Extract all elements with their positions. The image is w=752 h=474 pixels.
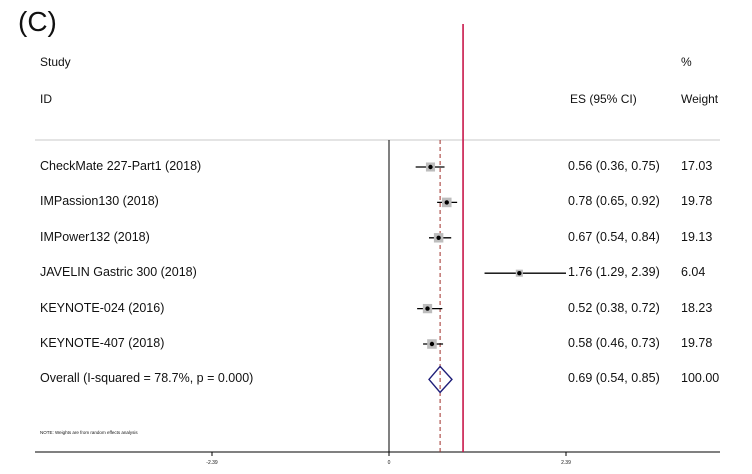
overall-weight: 100.00: [681, 371, 720, 386]
study-es-text: 0.78 (0.65, 0.92): [568, 194, 660, 209]
study-es-text: 0.67 (0.54, 0.84): [568, 229, 660, 244]
point-estimate: [429, 341, 435, 347]
overall-es-text: 0.69 (0.54, 0.85): [568, 371, 660, 386]
study-es-text: 1.76 (1.29, 2.39): [568, 265, 660, 280]
overall-label: Overall (I-squared = 78.7%, p = 0.000): [40, 371, 254, 386]
study-label: IMPower132 (2018): [40, 229, 150, 244]
overall-diamond: [428, 365, 453, 394]
study-label: IMPassion130 (2018): [40, 194, 159, 209]
study-weight: 19.78: [681, 336, 713, 350]
study-label: KEYNOTE-407 (2018): [40, 336, 165, 350]
study-label: CheckMate 227-Part1 (2018): [40, 159, 202, 173]
x-tick-label: -2.39: [206, 460, 218, 466]
x-tick-label: 0: [388, 460, 391, 466]
study-es-text: 0.56 (0.36, 0.75): [568, 159, 660, 173]
study-weight: 17.03: [681, 159, 713, 173]
panel-label: (C): [18, 6, 57, 37]
study-weight: 6.04: [681, 265, 706, 280]
study-es-text: 0.58 (0.46, 0.73): [568, 336, 660, 350]
id-header: ID: [40, 92, 52, 106]
es-header: ES (95% CI): [570, 92, 637, 106]
study-label: KEYNOTE-024 (2016): [40, 300, 165, 315]
point-estimate: [517, 271, 522, 276]
study-es-text: 0.52 (0.38, 0.72): [568, 300, 660, 315]
study-weight: 19.78: [681, 194, 713, 209]
x-tick-label: 2.39: [561, 460, 571, 466]
weight-header: Weight: [681, 92, 719, 106]
point-estimate: [444, 200, 449, 205]
study-weight: 19.13: [681, 229, 713, 244]
point-estimate: [436, 235, 441, 240]
study-weight: 18.23: [681, 300, 713, 315]
study-label: JAVELIN Gastric 300 (2018): [40, 265, 197, 280]
point-estimate: [425, 306, 430, 311]
point-estimate: [428, 164, 433, 170]
weight-percent-header: %: [681, 55, 692, 69]
study-header: Study: [40, 55, 71, 69]
footnote: NOTE: Weights are from random effects an…: [40, 430, 138, 435]
